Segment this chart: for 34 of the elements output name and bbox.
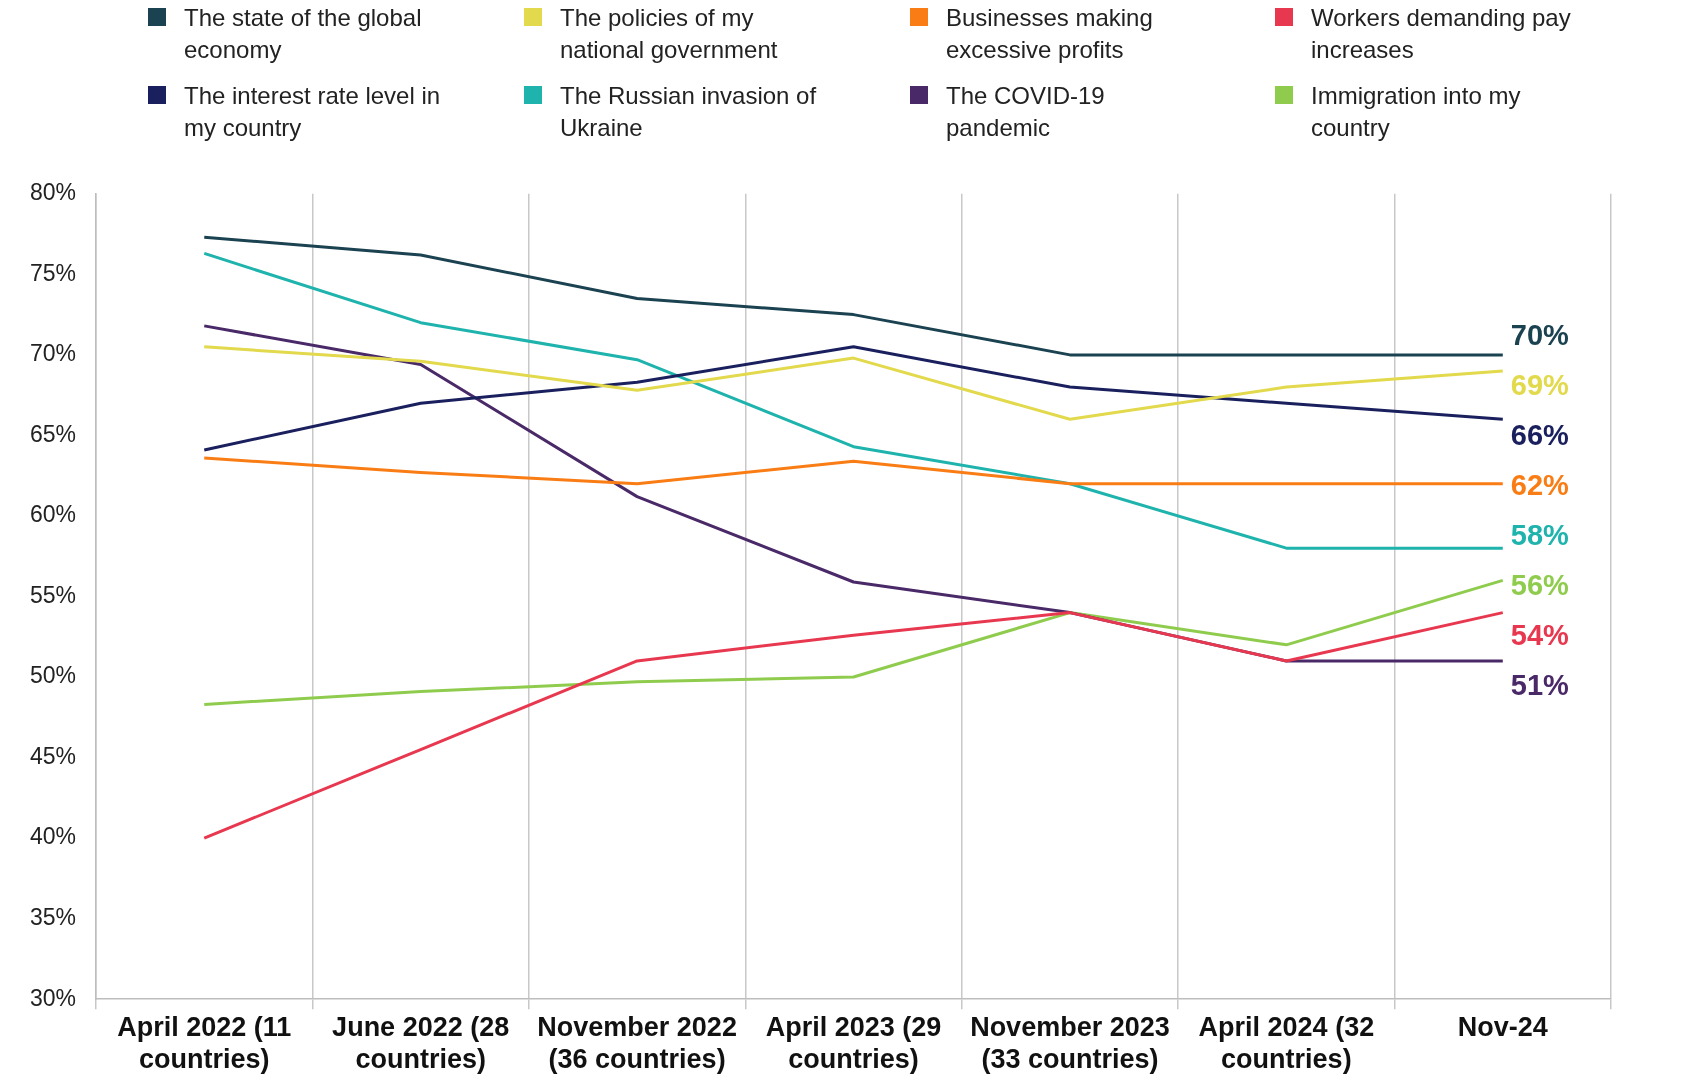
legend-label: Workers demanding pay increases	[1311, 3, 1571, 65]
y-tick-label: 70%	[29, 340, 77, 367]
data-label: 70%	[1510, 318, 1570, 351]
y-tick-label: 35%	[29, 904, 77, 930]
data-label: 58%	[1510, 518, 1570, 551]
x-tick-label: Nov-24	[1457, 1011, 1548, 1042]
legend-label: Businesses making excessive profits	[946, 3, 1154, 65]
y-tick-label: 80%	[29, 179, 77, 206]
y-tick-label: 65%	[29, 420, 77, 447]
data-label: 51%	[1510, 668, 1570, 701]
y-tick-label: 30%	[29, 984, 77, 1011]
legend-label: The policies of my national government	[560, 3, 779, 65]
x-tick-label: April 2022 (11 countries)	[117, 1011, 292, 1075]
x-tick-label: April 2024 (32 countries)	[1198, 1011, 1375, 1075]
legend-label: The state of the global economy	[184, 3, 423, 65]
x-tick-label: November 2022 (36 countries)	[537, 1011, 737, 1075]
data-label: 66%	[1510, 418, 1570, 451]
y-tick-label: 40%	[29, 823, 77, 850]
data-label: 62%	[1510, 468, 1570, 501]
x-tick-label: April 2023 (29 countries)	[765, 1011, 942, 1075]
y-tick-label: 50%	[29, 662, 77, 689]
y-tick-label: 45%	[29, 742, 77, 769]
legend-label: The interest rate level in my country	[184, 81, 442, 143]
y-tick-label: 55%	[29, 581, 77, 608]
legend-label: The COVID-19 pandemic	[946, 81, 1106, 143]
data-label: 69%	[1510, 368, 1570, 401]
data-label: 54%	[1510, 618, 1570, 651]
x-tick-label: November 2023 (33 countries)	[970, 1011, 1170, 1075]
y-tick-label: 75%	[29, 259, 77, 286]
legend-label: Immigration into my country	[1311, 81, 1522, 143]
data-label: 56%	[1510, 568, 1570, 601]
y-tick-label: 60%	[29, 501, 77, 528]
legend-label: The Russian invasion of Ukraine	[560, 81, 818, 143]
x-tick-label: June 2022 (28 countries)	[332, 1011, 510, 1075]
